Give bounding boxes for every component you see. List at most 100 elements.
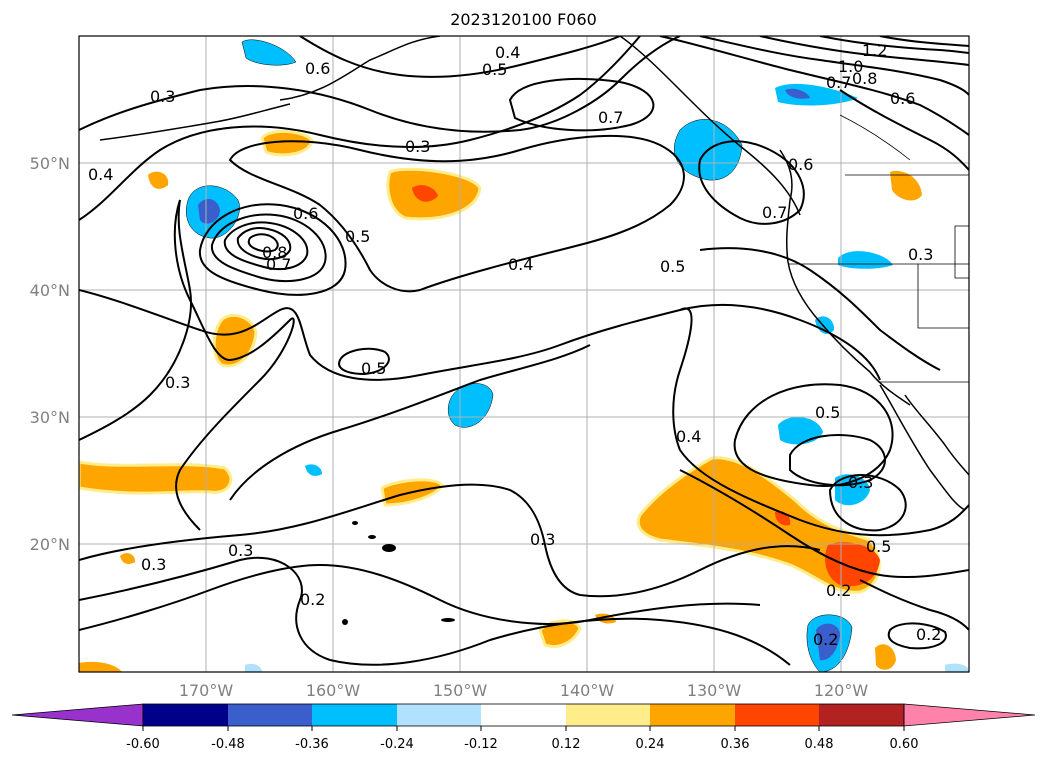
colorbar-tick-label: -0.48 — [211, 737, 245, 752]
colorbar-tick-label: 0.12 — [552, 737, 581, 752]
contour-label: 0.7 — [598, 108, 623, 127]
contour-label: 0.3 — [228, 541, 253, 560]
contour-label: 0.4 — [88, 165, 113, 184]
contour-label: 0.8 — [852, 69, 877, 88]
pos-patch-s3 — [875, 644, 896, 670]
contour-label: 0.6 — [305, 59, 330, 78]
contour-label: 0.6 — [890, 89, 915, 108]
lon-label: 160°W — [306, 681, 361, 700]
contour-label: 0.5 — [361, 359, 386, 378]
pos-core-subtrop2 — [825, 542, 880, 587]
contour-label: 0.5 — [345, 227, 370, 246]
latitude-labels: 50°N 40°N 30°N 20°N — [30, 154, 70, 554]
islands — [342, 521, 455, 625]
pos-patch-ne — [890, 170, 922, 201]
contour-05-mid — [173, 199, 295, 531]
colorbar-bin — [143, 704, 228, 726]
contour-label: 1.0 — [838, 57, 863, 76]
lat-label: 20°N — [30, 535, 70, 554]
neg-patch-small3 — [945, 663, 969, 672]
neg-patch-small2 — [245, 663, 262, 672]
lat-label: 50°N — [30, 154, 70, 173]
contour-ne-2 — [699, 36, 969, 96]
lon-label: 130°W — [687, 681, 742, 700]
neg-core-ne — [785, 88, 810, 99]
contour-03-west — [79, 199, 192, 441]
contour-label: 0.6 — [293, 204, 318, 223]
neg-patch-socal — [778, 416, 823, 445]
pos-patch-s4 — [120, 553, 136, 564]
neg-core-aleutian — [198, 198, 220, 224]
contour-label: 0.4 — [495, 43, 520, 62]
contour-aleutian-2 — [210, 213, 327, 282]
contour-06-loop — [228, 134, 685, 293]
colorbar-bin — [397, 704, 481, 726]
contour-label: 0.3 — [908, 245, 933, 264]
contour-02-se — [859, 579, 969, 631]
contour-aleutian-1 — [198, 203, 347, 296]
contour-label: 1.2 — [862, 41, 887, 60]
lat-label: 40°N — [30, 281, 70, 300]
contour-label: 0.2 — [813, 630, 838, 649]
longitude-labels: 170°W 160°W 150°W 140°W 130°W 120°W — [179, 681, 869, 700]
colorbar-tick-label: -0.36 — [295, 737, 329, 752]
colorbar-bin — [312, 704, 397, 726]
gulf-coast — [904, 394, 969, 476]
us-west-coast — [787, 261, 911, 406]
contour-thick-band — [679, 469, 969, 579]
contour-aleutian-5 — [247, 233, 279, 253]
contour-04-mid — [79, 289, 969, 537]
colorbar: -0.60 -0.48 -0.36 -0.24 -0.12 0.12 0.24 … — [11, 703, 1036, 752]
map-frame — [78, 35, 970, 673]
colorbar-bin — [735, 704, 819, 726]
contour-label: 0.3 — [141, 555, 166, 574]
contour-label: 0.2 — [916, 625, 941, 644]
contour-label: 0.5 — [482, 60, 507, 79]
contour-label: 0.7 — [826, 73, 851, 92]
contour-07-loop — [508, 78, 655, 132]
colorbar-tick-label: 0.24 — [636, 737, 665, 752]
contour-aleutian-4 — [236, 227, 292, 261]
baja-coast — [879, 384, 966, 511]
aleutians — [99, 103, 291, 141]
contour-aleutian-3 — [223, 221, 309, 271]
pos-patch-s1 — [538, 619, 582, 648]
contour-label: 0.7 — [762, 203, 787, 222]
pos-patch-nw1 — [260, 130, 314, 157]
contour-ne-3 — [759, 36, 969, 66]
colorbar-left-extension — [11, 703, 144, 727]
pos-patch-band — [79, 460, 233, 495]
pos-patch-west — [212, 313, 258, 368]
colorbar-tick-label: -0.60 — [126, 737, 160, 752]
borders — [788, 114, 969, 383]
colorbar-right-extension — [903, 703, 1036, 727]
contour-ne-6 — [839, 89, 969, 171]
colorbar-tick-label: 0.60 — [890, 737, 919, 752]
pos-patch-s5 — [79, 661, 122, 672]
contour-label: 0.2 — [300, 590, 325, 609]
contour-label: 0.8 — [262, 243, 287, 262]
contour-socal-2 — [789, 434, 886, 487]
contour-ne-4 — [819, 36, 969, 54]
contour-04-north — [79, 36, 641, 221]
lon-label: 140°W — [560, 681, 615, 700]
colorbar-tick-label: 0.36 — [721, 737, 750, 752]
colorbar-bin — [228, 704, 312, 726]
bc-coast — [779, 149, 793, 263]
colorbar-bin — [650, 704, 735, 726]
pos-core-nw2 — [412, 185, 438, 202]
contour-label: 0.6 — [788, 155, 813, 174]
lat-label: 30°N — [30, 408, 70, 427]
graticule — [79, 36, 969, 672]
colorbar-bin — [481, 704, 566, 726]
lon-label: 170°W — [179, 681, 234, 700]
colorbar-tick-label: 0.48 — [805, 737, 834, 752]
colorbar-bin — [566, 704, 650, 726]
contour-04-central — [229, 344, 591, 501]
contour-label: 0.4 — [508, 255, 533, 274]
contour-socal-1 — [733, 383, 894, 487]
neg-patch-small1 — [305, 464, 322, 476]
contour-label: 0.3 — [165, 373, 190, 392]
contour-label: 0.3 — [530, 530, 555, 549]
contour-05-loop — [338, 347, 390, 376]
